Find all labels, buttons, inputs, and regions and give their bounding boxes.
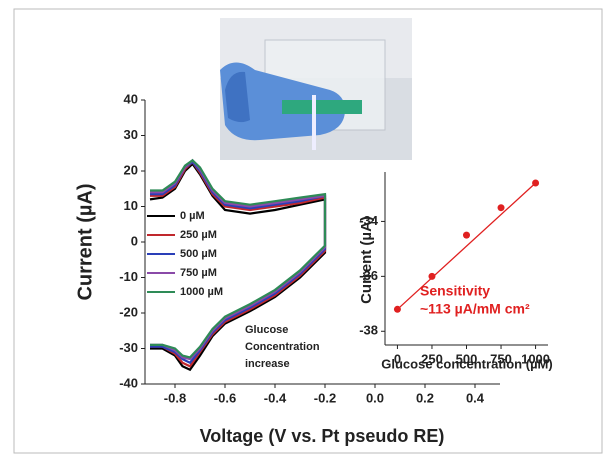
data-point: [497, 204, 505, 212]
x-tick-label: -0.2: [314, 390, 336, 405]
cv-curve: [150, 158, 327, 359]
y-axis-title: Current (µA): [74, 183, 96, 300]
annotation: Concentration: [245, 341, 320, 353]
x-tick-label: 250: [421, 351, 443, 366]
x-tick-label: 0.2: [416, 390, 434, 405]
legend-label: 500 µM: [180, 248, 217, 260]
x-tick-label: 0.0: [366, 390, 384, 405]
annotation: Sensitivity: [420, 283, 490, 299]
y-tick-label: -36: [359, 268, 378, 283]
x-tick-label: 1000: [521, 351, 550, 366]
y-tick-label: -10: [119, 269, 138, 284]
x-axis-title: Glucose concentration (µM): [381, 356, 552, 371]
y-tick-label: 30: [124, 127, 138, 142]
data-point: [428, 272, 436, 280]
annotation: increase: [245, 358, 290, 370]
y-axis-title: Current (µA): [358, 216, 375, 304]
legend-label: 250 µM: [180, 229, 217, 241]
x-tick-label: -0.8: [164, 390, 186, 405]
y-tick-label: 20: [124, 162, 138, 177]
x-tick-label: 0.4: [466, 390, 485, 405]
y-tick-label: 0: [131, 233, 138, 248]
fit-line: [396, 182, 537, 310]
annotation: ~113 µA/mM cm²: [420, 301, 530, 317]
x-axis-title: Voltage (V vs. Pt pseudo RE): [200, 426, 445, 446]
y-tick-label: -38: [359, 323, 378, 338]
y-tick-label: 10: [124, 198, 138, 213]
data-point: [393, 305, 401, 313]
y-tick-label: 40: [124, 91, 138, 106]
data-point: [463, 231, 470, 239]
y-tick-label: -34: [359, 213, 379, 228]
legend-label: 1000 µM: [180, 286, 223, 298]
x-tick-label: -0.4: [264, 390, 287, 405]
y-tick-label: -40: [119, 375, 138, 390]
y-tick-label: -30: [119, 340, 138, 355]
y-tick-label: -20: [119, 304, 138, 319]
photo: [220, 18, 412, 160]
annotation: Glucose: [245, 324, 288, 336]
x-tick-label: 0: [394, 351, 401, 366]
legend-label: 750 µM: [180, 267, 217, 279]
data-point: [532, 179, 540, 187]
x-tick-label: -0.6: [214, 390, 236, 405]
legend-label: 0 µM: [180, 210, 205, 222]
x-tick-label: 500: [456, 351, 478, 366]
x-tick-label: 750: [490, 351, 512, 366]
